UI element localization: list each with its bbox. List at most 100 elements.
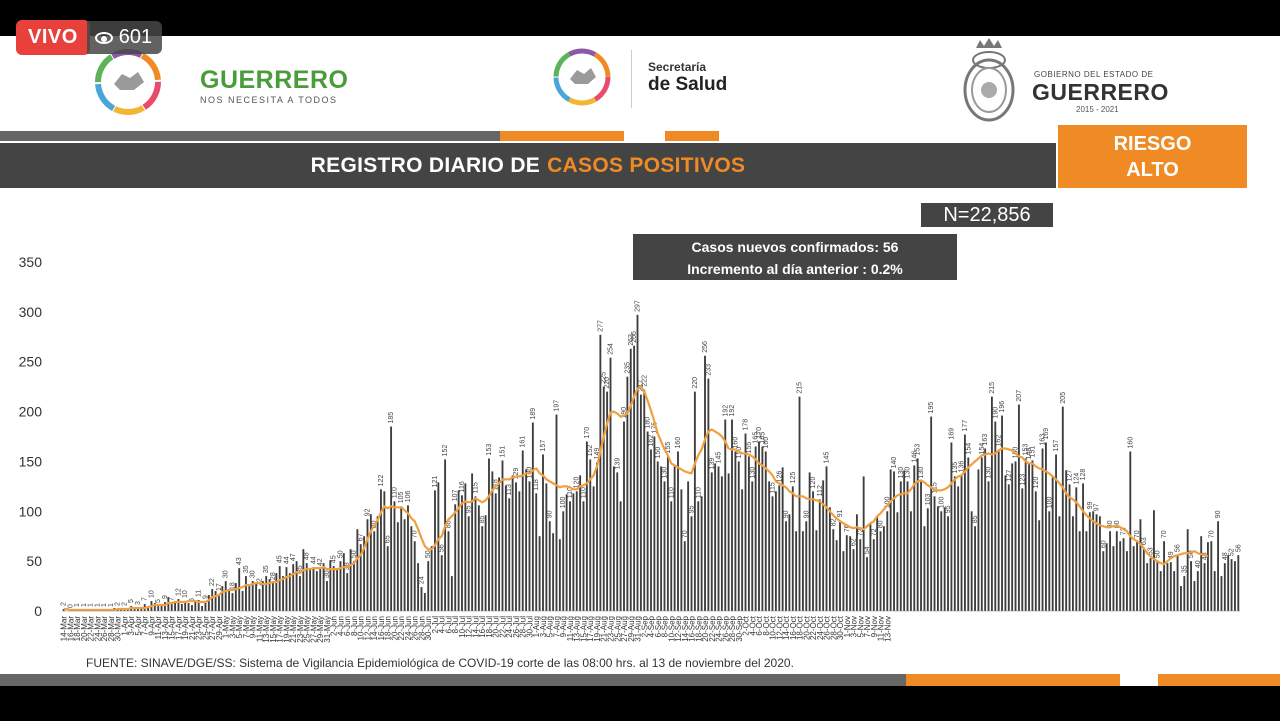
x-tick-label: 14-Jun: [370, 616, 379, 640]
bar: [704, 355, 706, 611]
bar-value-label: 128: [1080, 469, 1087, 481]
bar: [400, 506, 403, 611]
bar-value-label: 180: [645, 417, 652, 429]
bar-value-label: 1: [81, 603, 88, 607]
bar-value-label: 153: [1023, 444, 1030, 456]
x-tick-label: 10-Jun: [357, 616, 366, 640]
bar-value-label: 110: [391, 487, 398, 498]
bar-value-label: 35: [297, 565, 304, 573]
bar: [1183, 576, 1186, 611]
bar-value-label: 9: [162, 595, 169, 599]
bar-value-label: 177: [962, 420, 969, 432]
x-tick-label: 8-Jul: [451, 616, 460, 634]
bar: [1146, 563, 1149, 611]
bar: [518, 491, 521, 611]
bar: [1180, 586, 1182, 611]
x-tick-label: 8-Oct: [762, 615, 771, 635]
bar: [548, 521, 551, 611]
bar-value-label: 162: [996, 435, 1003, 447]
bar-value-label: 152: [587, 445, 594, 457]
y-tick-label: 50: [26, 553, 42, 569]
bar-value-label: 140: [891, 457, 898, 469]
x-tick-label: 3-Aug: [539, 616, 548, 637]
bar: [137, 608, 139, 611]
bar: [403, 519, 406, 611]
bar-value-label: 40: [1195, 560, 1202, 568]
bar: [494, 493, 497, 611]
bar-value-label: 85: [972, 515, 979, 523]
bar-value-label: 3: [135, 601, 142, 605]
bar: [818, 499, 821, 611]
bar: [1126, 551, 1128, 611]
bar-value-label: 2: [115, 602, 122, 606]
x-tick-label: 24-Sep: [715, 615, 724, 641]
bar-value-label: 149: [1026, 448, 1033, 460]
bar-value-label: 49: [1168, 551, 1175, 559]
x-tick-label: 21-Aug: [600, 616, 609, 642]
bar: [653, 436, 656, 611]
bar-value-label: 48: [1222, 552, 1229, 560]
bar: [936, 506, 939, 611]
bar: [464, 483, 467, 611]
bar-value-label: 190: [621, 407, 628, 419]
bar-value-label: 220: [604, 377, 611, 389]
bar-value-label: 153: [486, 444, 493, 456]
x-tick-label: 27-May: [309, 616, 318, 643]
bar-value-label: 215: [797, 382, 804, 394]
x-tick-label: 20-Sep: [701, 615, 710, 641]
bar-value-label: 195: [928, 402, 935, 414]
y-tick-label: 100: [19, 503, 43, 519]
bar: [410, 526, 413, 611]
bar: [845, 535, 848, 611]
bar: [1203, 563, 1206, 611]
bar: [825, 466, 828, 611]
bar-value-label: 154: [965, 443, 972, 455]
y-tick-label: 150: [19, 453, 43, 469]
x-tick-label: 16-Mar: [66, 616, 75, 642]
bar: [504, 485, 507, 611]
footer-band-orange-right: [1158, 674, 1280, 686]
bar: [849, 536, 852, 611]
bar-value-label: 70: [1208, 530, 1215, 538]
bar: [501, 460, 504, 611]
bar: [1193, 581, 1196, 611]
bar: [920, 481, 922, 611]
bar-value-label: 151: [499, 446, 506, 458]
bar-value-label: 99: [1087, 501, 1094, 509]
x-tick-label: 20-Mar: [80, 616, 89, 642]
bar-value-label: 165: [753, 432, 760, 444]
bar: [913, 465, 916, 611]
bar: [275, 573, 278, 611]
bar: [1132, 546, 1135, 611]
x-tick-label: 22-Oct: [809, 615, 818, 640]
x-tick-label: 20-Jul: [492, 616, 501, 638]
bar: [515, 482, 517, 611]
bar: [862, 476, 865, 611]
bar-value-label: 10: [182, 590, 189, 598]
x-tick-label: 28-Oct: [829, 615, 838, 640]
bar: [147, 606, 149, 611]
bar: [815, 530, 818, 611]
bar-value-label: 185: [388, 412, 395, 424]
bar: [596, 462, 598, 611]
bar: [386, 546, 389, 611]
bar-value-label: 145: [824, 452, 831, 464]
x-tick-label: 3-May: [228, 616, 237, 638]
bar: [484, 515, 487, 611]
x-tick-label: 14-Mar: [60, 616, 69, 642]
bar: [62, 609, 65, 611]
bar: [447, 531, 450, 611]
bar: [319, 569, 322, 611]
x-tick-label: 20-Oct: [802, 615, 811, 640]
x-tick-label: 28-Jul: [519, 616, 528, 638]
x-tick-label: 16-Jun: [377, 616, 386, 640]
risk-line2: ALTO: [1126, 159, 1179, 181]
bar: [623, 421, 625, 611]
x-tick-label: 26-Sep: [721, 615, 730, 641]
bar: [606, 391, 609, 611]
bar-value-label: 197: [553, 400, 560, 412]
bar: [531, 422, 534, 611]
bar: [552, 533, 555, 611]
bar: [842, 551, 845, 611]
bar: [380, 489, 382, 611]
